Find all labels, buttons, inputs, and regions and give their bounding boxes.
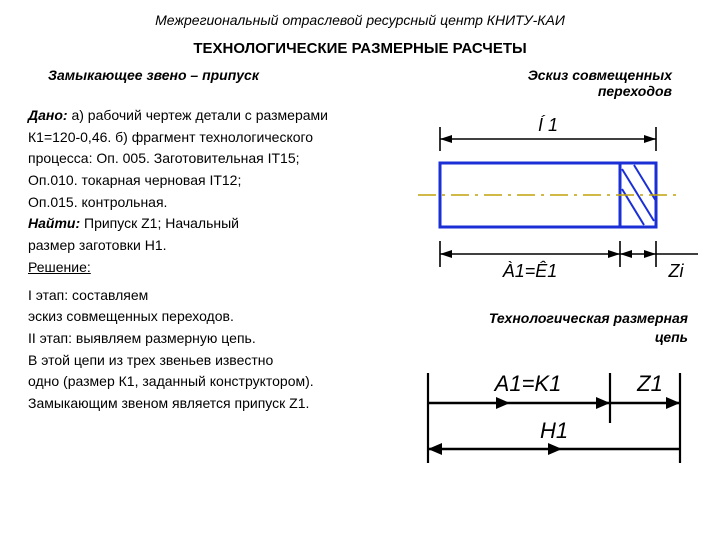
given-l3: процесса: Оп. 005. Заготовительная IT15; bbox=[28, 148, 398, 170]
step-5: одно (размер К1, заданный конструктором)… bbox=[28, 371, 398, 393]
given-l1: а) рабочий чертеж детали с размерами bbox=[68, 107, 328, 123]
solution-label: Решение: bbox=[28, 257, 398, 279]
top-label: Í 1 bbox=[538, 115, 558, 135]
step-4: В этой цепи из трех звеньев известно bbox=[28, 350, 398, 372]
sketch-diagram: Í 1 À1=Ê1 Zi bbox=[398, 109, 698, 309]
bottom-right-label: Zi bbox=[668, 261, 685, 281]
subtitle-row: Замыкающее звено – припуск Эскиз совмеще… bbox=[0, 57, 720, 99]
diagram-column: Í 1 À1=Ê1 Zi Техноло bbox=[398, 105, 696, 415]
tech-chain-label: Технологическая размерная цепь bbox=[388, 309, 688, 347]
step-3: II этап: выявляем размерную цепь. bbox=[28, 328, 398, 350]
find-l2: размер заготовки H1. bbox=[28, 235, 398, 257]
find-label: Найти: bbox=[28, 215, 80, 231]
given-label: Дано: bbox=[28, 107, 68, 123]
given-l2: К1=120-0,46. б) фрагмент технологическог… bbox=[28, 127, 398, 149]
subtitle-right: Эскиз совмещенных переходов bbox=[528, 67, 672, 99]
text-column: Дано: а) рабочий чертеж детали с размера… bbox=[28, 105, 398, 415]
org-header: Межрегиональный отраслевой ресурсный цен… bbox=[0, 0, 720, 28]
step-1: I этап: составляем bbox=[28, 285, 398, 307]
step-6: Замыкающим звеном является припуск Z1. bbox=[28, 393, 398, 415]
step-2: эскиз совмещенных переходов. bbox=[28, 306, 398, 328]
page-title: ТЕХНОЛОГИЧЕСКИЕ РАЗМЕРНЫЕ РАСЧЕТЫ bbox=[0, 28, 720, 57]
bottom-left-label: À1=Ê1 bbox=[502, 261, 558, 281]
chain-h1: H1 bbox=[540, 418, 568, 443]
chain-z1: Z1 bbox=[636, 371, 663, 396]
find-l1: Припуск Z1; Начальный bbox=[80, 215, 239, 231]
chain-a1k1: A1=K1 bbox=[493, 371, 562, 396]
given-l5: Оп.015. контрольная. bbox=[28, 192, 398, 214]
chain-diagram: A1=K1 Z1 H1 bbox=[398, 363, 698, 473]
subtitle-left: Замыкающее звено – припуск bbox=[48, 67, 259, 99]
given-l4: Оп.010. токарная черновая IT12; bbox=[28, 170, 398, 192]
